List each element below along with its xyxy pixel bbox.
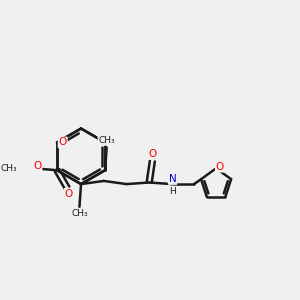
Text: O: O <box>149 149 157 159</box>
Text: O: O <box>65 189 73 199</box>
Text: O: O <box>216 162 224 172</box>
Text: CH₃: CH₃ <box>1 164 17 173</box>
Text: O: O <box>58 137 67 147</box>
Text: H: H <box>169 187 176 196</box>
Text: CH₃: CH₃ <box>98 136 115 145</box>
Text: O: O <box>33 161 41 171</box>
Text: N: N <box>169 174 176 184</box>
Text: CH₃: CH₃ <box>71 209 88 218</box>
